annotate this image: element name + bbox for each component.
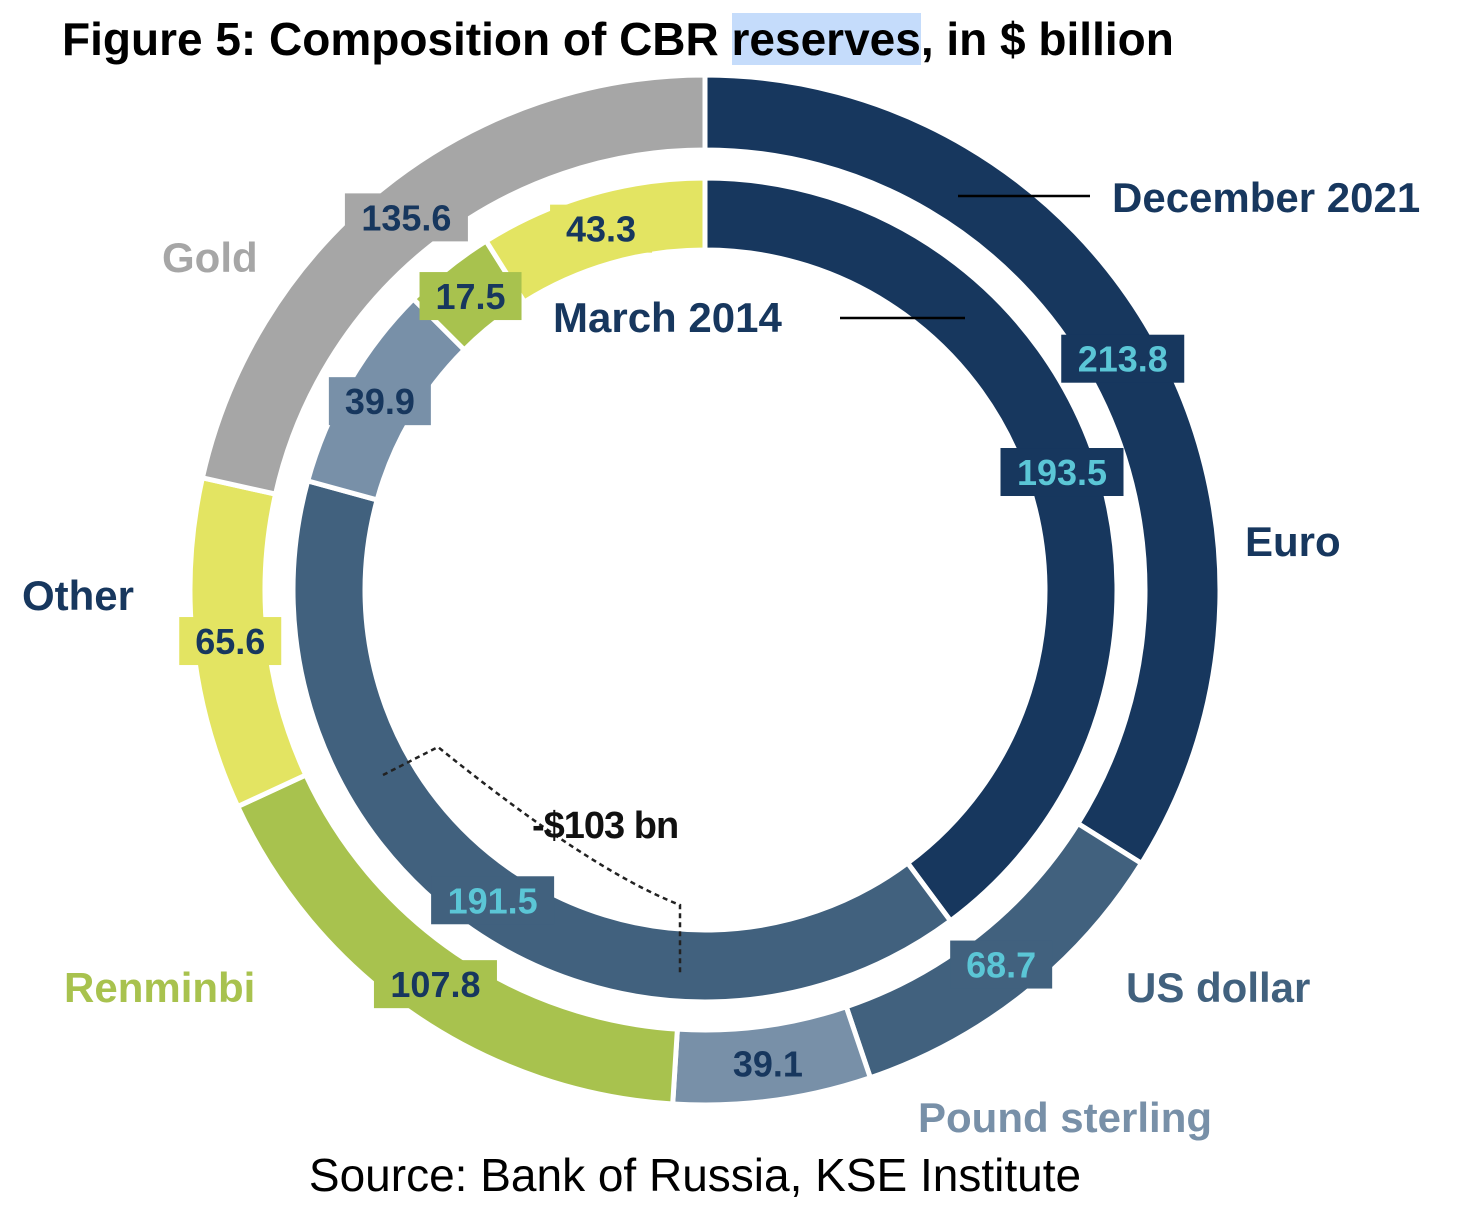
data-label-december-2021-euro: 213.8: [1078, 339, 1168, 380]
page-title: Figure 5: Composition of CBR reserves, i…: [62, 12, 1174, 66]
data-label-march-2014-euro: 193.5: [1017, 452, 1107, 493]
missing-amount-annotation: -$103 bn: [532, 805, 678, 847]
slice-march-2014-us-dollar: [290, 477, 955, 1005]
category-label-us-dollar: US dollar: [1126, 964, 1310, 1011]
data-label-march-2014-other: 43.3: [566, 209, 636, 250]
data-labels: 213.8 68.7 39.1 107.8 65.6 135.6 193.5 191.5 39.…: [179, 193, 1185, 1088]
data-label-march-2014-pound-sterling: 39.9: [345, 381, 415, 422]
category-label-renminbi: Renminbi: [64, 964, 255, 1011]
data-label-december-2021-gold: 135.6: [361, 197, 451, 238]
data-label-box-december-2021-other: [179, 617, 282, 666]
data-label-box-december-2021-us-dollar: [950, 940, 1053, 989]
category-label-euro: Euro: [1245, 518, 1341, 565]
source-note: Source: Bank of Russia, KSE Institute: [308, 1149, 1082, 1201]
data-label-box-march-2014-other: [550, 204, 653, 253]
data-label-march-2014-us-dollar: 191.5: [448, 880, 538, 921]
data-label-box-december-2021-renminbi: [373, 960, 497, 1009]
category-label-other: Other: [22, 572, 134, 619]
data-label-box-march-2014-euro: [1000, 448, 1124, 497]
category-label-pound-sterling: Pound sterling: [918, 1094, 1212, 1141]
slice-march-2014-euro: [702, 175, 1120, 925]
data-label-december-2021-other: 65.6: [195, 621, 265, 662]
data-label-box-december-2021-euro: [1061, 334, 1185, 383]
title-text-end: , in $ billion: [920, 13, 1174, 65]
ring-label-march-2014: March 2014: [553, 294, 782, 341]
title-highlight: reserves: [731, 13, 921, 65]
ring-label-december-2021: December 2021: [1112, 174, 1420, 221]
slice-december-2021-euro: [702, 72, 1223, 867]
data-label-box-march-2014-pound-sterling: [328, 377, 431, 426]
category-label-gold: Gold: [162, 234, 258, 281]
data-label-box-december-2021-pound-sterling: [716, 1039, 819, 1088]
data-label-december-2021-us-dollar: 68.7: [966, 945, 1036, 986]
slice-december-2021-gold: [199, 72, 708, 498]
data-label-december-2021-renminbi: 107.8: [390, 964, 480, 1005]
data-label-march-2014-renminbi: 17.5: [435, 276, 505, 317]
data-label-december-2021-pound-sterling: 39.1: [733, 1043, 803, 1084]
data-label-box-march-2014-renminbi: [419, 272, 522, 321]
title-text: Figure 5: Composition of CBR: [62, 13, 732, 65]
data-label-box-march-2014-us-dollar: [431, 876, 555, 925]
data-label-box-december-2021-gold: [344, 193, 468, 242]
